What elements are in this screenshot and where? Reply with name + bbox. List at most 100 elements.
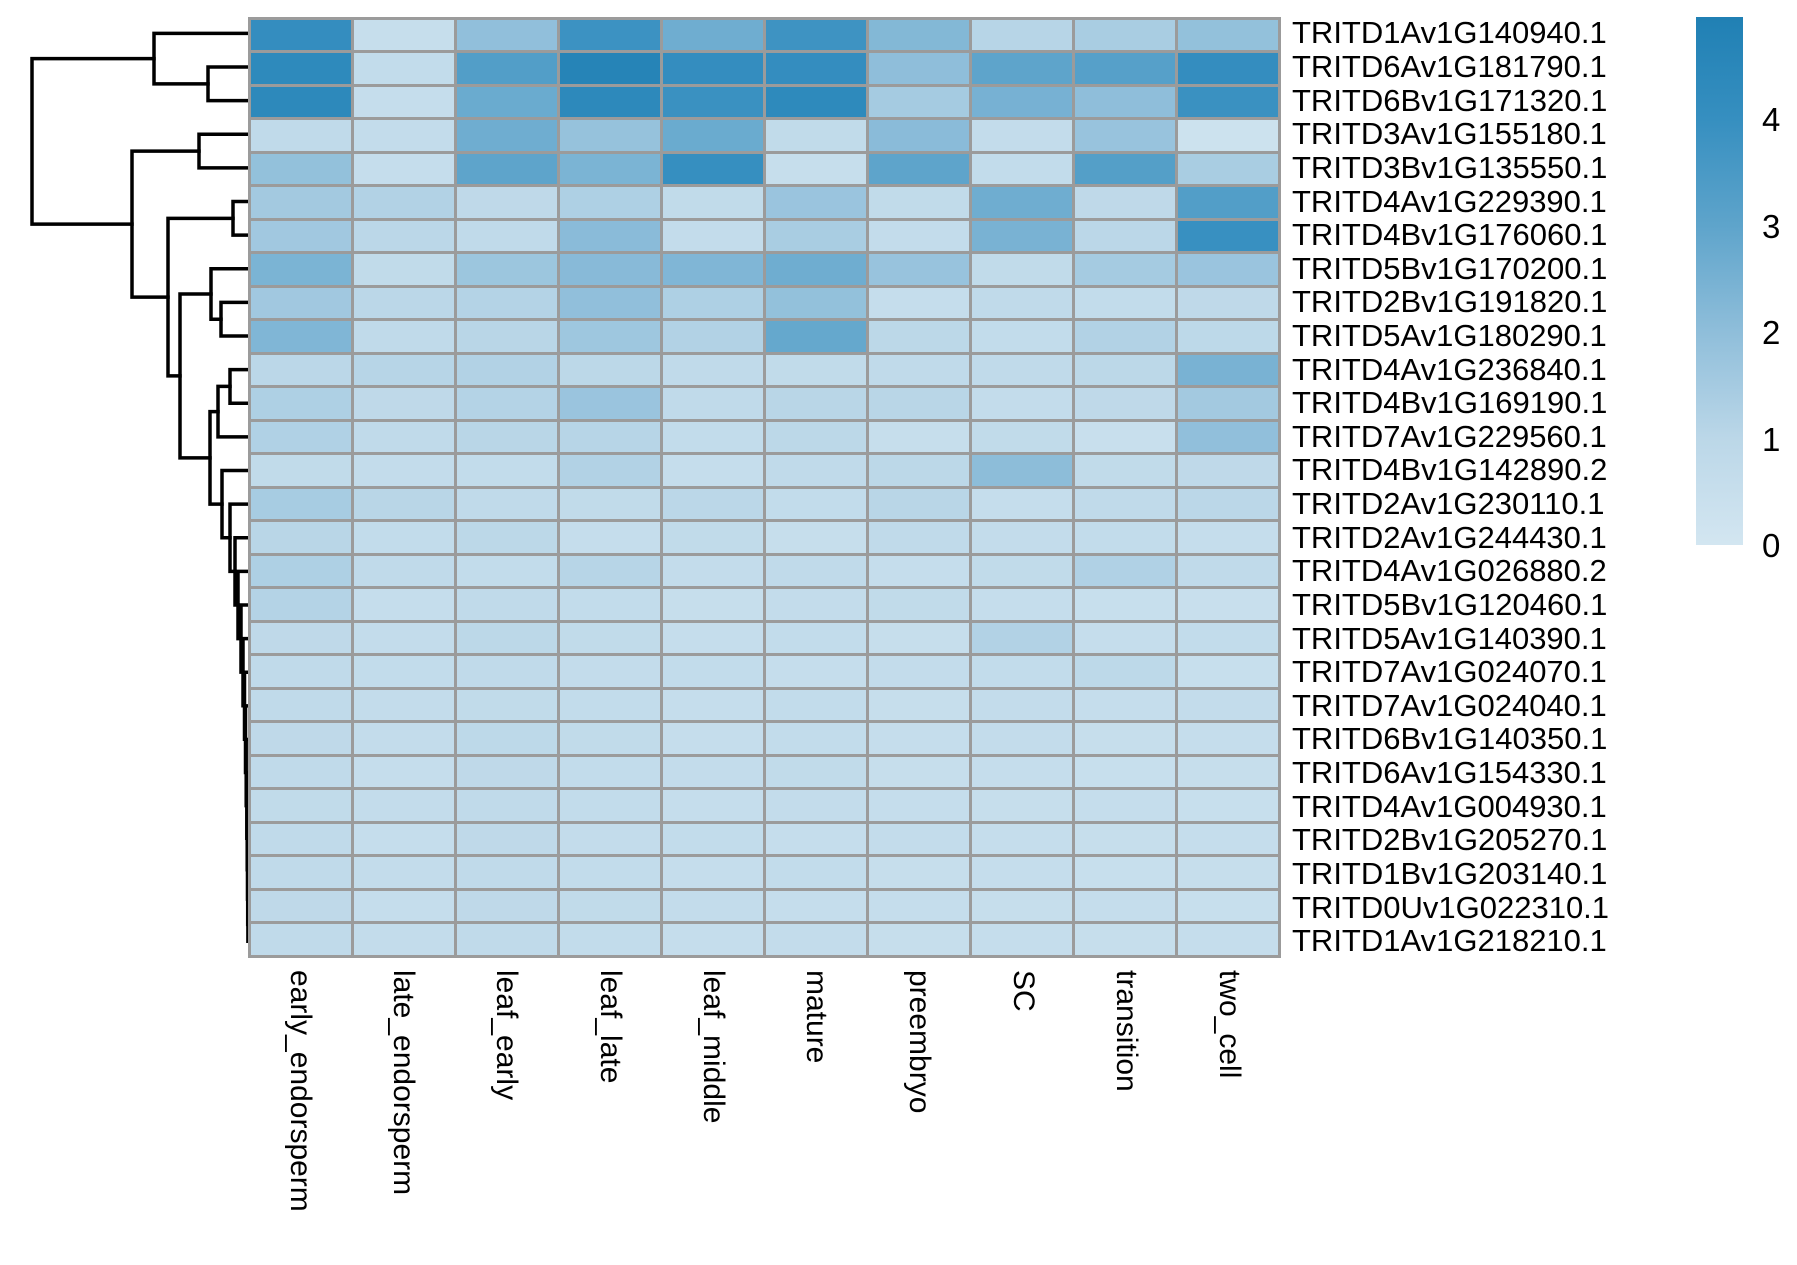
row-label: TRITD7Av1G229560.1 xyxy=(1292,418,1607,454)
legend-tick-label: 1 xyxy=(1762,420,1781,458)
heatmap-cell xyxy=(560,53,660,84)
heatmap-cell xyxy=(1178,187,1278,218)
heatmap-cell xyxy=(251,254,351,285)
heatmap-cell xyxy=(1178,555,1278,587)
heatmap-cell xyxy=(766,287,866,319)
heatmap-cell xyxy=(1075,689,1175,721)
heatmap-cell xyxy=(1178,890,1278,922)
heatmap-cell xyxy=(354,823,454,855)
heatmap-cell xyxy=(251,756,351,788)
heatmap-cell xyxy=(354,756,454,788)
heatmap-cell xyxy=(1075,86,1175,118)
heatmap-cell xyxy=(766,388,866,419)
row-label: TRITD3Bv1G135550.1 xyxy=(1292,149,1608,185)
column-label: SC xyxy=(1006,970,1040,1012)
heatmap-cell xyxy=(1178,622,1278,654)
heatmap-cell xyxy=(1075,187,1175,218)
heatmap-cell xyxy=(560,187,660,218)
heatmap-cell xyxy=(766,723,866,754)
heatmap-cell xyxy=(972,924,1072,955)
row-label: TRITD4Av1G229390.1 xyxy=(1292,183,1607,219)
heatmap-cell xyxy=(766,823,866,855)
row-label: TRITD1Av1G218210.1 xyxy=(1292,923,1607,959)
heatmap-cell xyxy=(663,823,763,855)
heatmap-cell xyxy=(560,857,660,888)
heatmap-cell xyxy=(251,354,351,386)
heatmap-cell xyxy=(251,790,351,821)
heatmap-cell xyxy=(560,254,660,285)
heatmap-cell xyxy=(663,890,763,922)
heatmap-cell xyxy=(663,522,763,553)
heatmap-cell xyxy=(663,187,763,218)
heatmap-cell xyxy=(457,924,557,955)
row-label: TRITD6Bv1G140350.1 xyxy=(1292,721,1608,757)
heatmap-cell xyxy=(1075,488,1175,520)
heatmap-cell xyxy=(457,120,557,151)
row-label: TRITD4Bv1G142890.2 xyxy=(1292,452,1608,488)
heatmap-cell xyxy=(560,388,660,419)
row-label: TRITD7Av1G024040.1 xyxy=(1292,687,1607,723)
column-label: transition xyxy=(1110,970,1144,1092)
heatmap-cell xyxy=(766,924,866,955)
heatmap-cell xyxy=(972,220,1072,252)
heatmap-cell xyxy=(869,723,969,754)
heatmap-cell xyxy=(560,656,660,687)
heatmap-cell xyxy=(1075,622,1175,654)
heatmap-cell xyxy=(869,220,969,252)
column-label: late_endorsperm xyxy=(386,970,420,1196)
row-label: TRITD1Bv1G203140.1 xyxy=(1292,855,1608,891)
row-label: TRITD6Bv1G171320.1 xyxy=(1292,82,1608,118)
heatmap-cell xyxy=(766,153,866,185)
row-label: TRITD6Av1G154330.1 xyxy=(1292,755,1607,791)
heatmap-cell xyxy=(457,455,557,486)
heatmap-cell xyxy=(251,86,351,118)
heatmap-cell xyxy=(1178,455,1278,486)
column-label: early_endorsperm xyxy=(283,970,317,1212)
heatmap-cell xyxy=(766,19,866,51)
heatmap-cell xyxy=(1178,153,1278,185)
heatmap-cell xyxy=(972,723,1072,754)
heatmap-cell xyxy=(251,555,351,587)
heatmap-cell xyxy=(766,790,866,821)
heatmap-cell xyxy=(560,924,660,955)
heatmap-cell xyxy=(251,689,351,721)
heatmap-cell xyxy=(354,622,454,654)
heatmap-cell xyxy=(457,388,557,419)
row-label: TRITD4Av1G236840.1 xyxy=(1292,351,1607,387)
column-label: preembryo xyxy=(903,970,937,1114)
heatmap-cell xyxy=(251,857,351,888)
row-label: TRITD4Bv1G169190.1 xyxy=(1292,385,1608,421)
heatmap-cell xyxy=(766,86,866,118)
heatmap-cell xyxy=(766,589,866,620)
heatmap-cell xyxy=(457,823,557,855)
heatmap-cell xyxy=(972,756,1072,788)
heatmap-cell xyxy=(354,890,454,922)
heatmap-cell xyxy=(972,388,1072,419)
heatmap-cell xyxy=(560,120,660,151)
heatmap-cell xyxy=(457,857,557,888)
heatmap-cell xyxy=(1178,756,1278,788)
heatmap-cell xyxy=(766,254,866,285)
heatmap-cell xyxy=(1178,656,1278,687)
heatmap-cell xyxy=(972,589,1072,620)
heatmap-cell xyxy=(766,354,866,386)
heatmap-cell xyxy=(972,53,1072,84)
heatmap-cell xyxy=(1178,723,1278,754)
heatmap-cell xyxy=(766,857,866,888)
heatmap-cell xyxy=(560,555,660,587)
heatmap-cell xyxy=(1075,790,1175,821)
heatmap-cell xyxy=(663,689,763,721)
heatmap-cell xyxy=(1075,388,1175,419)
heatmap-cell xyxy=(354,689,454,721)
heatmap-cell xyxy=(560,86,660,118)
heatmap-cell xyxy=(1075,857,1175,888)
column-label: leaf_late xyxy=(593,970,627,1084)
heatmap-cell xyxy=(972,254,1072,285)
heatmap-cell xyxy=(354,589,454,620)
heatmap-cell xyxy=(1075,723,1175,754)
heatmap-cell xyxy=(560,421,660,453)
heatmap-cell xyxy=(1178,86,1278,118)
heatmap-cell xyxy=(766,488,866,520)
heatmap-cell xyxy=(663,455,763,486)
